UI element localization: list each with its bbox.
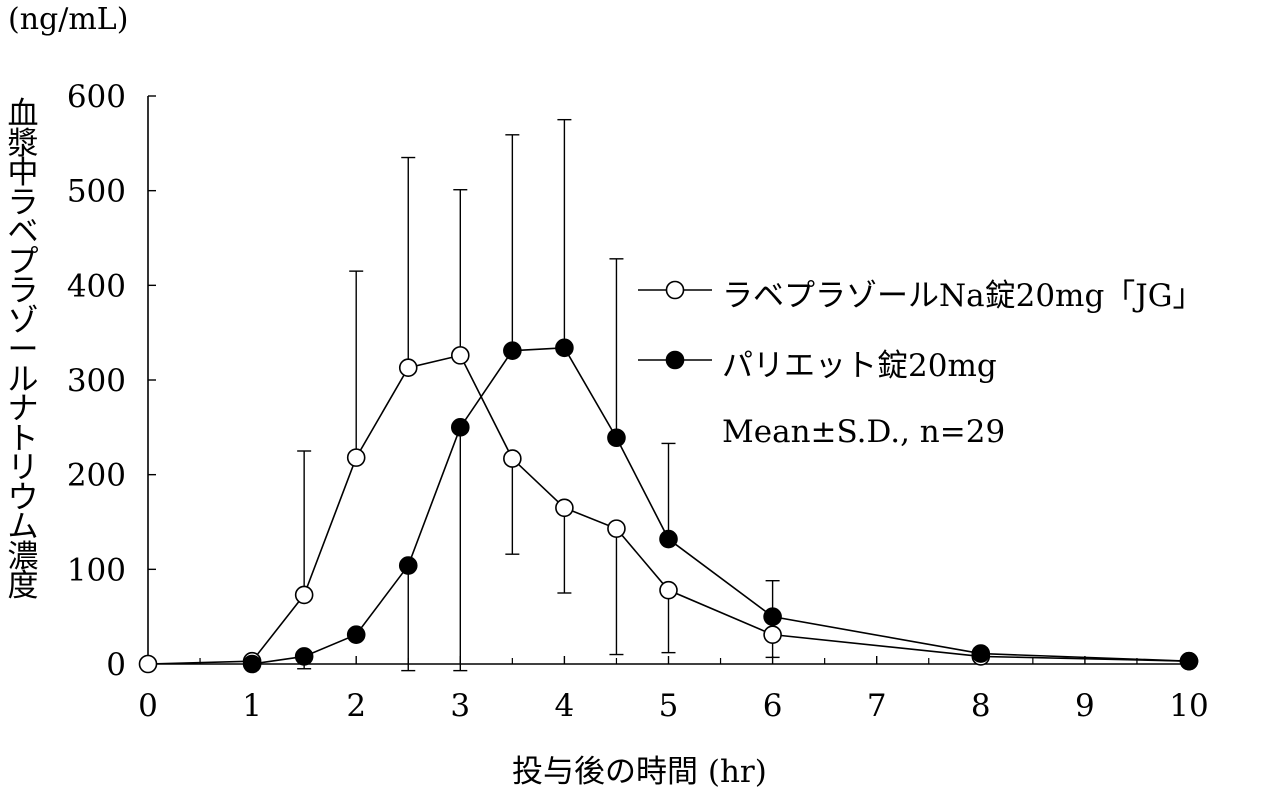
data-point-pariet — [555, 338, 574, 358]
data-point-pariet — [659, 529, 678, 549]
statistics-note: Mean±S.D., n=29 — [722, 414, 1006, 450]
y-tick-label: 400 — [67, 268, 126, 304]
y-axis-label: 血漿中ラベプラゾールナトリウム濃度 — [7, 96, 39, 604]
x-tick-label: 0 — [138, 688, 158, 724]
y-tick-label: 100 — [67, 552, 126, 588]
data-point-pariet — [607, 428, 626, 448]
y-unit-label: (ng/mL) — [8, 2, 129, 37]
x-tick-label: 8 — [971, 688, 991, 724]
data-point-pariet — [1179, 651, 1199, 671]
x-tick-label: 4 — [555, 688, 575, 724]
data-point-generic — [555, 498, 574, 518]
data-point-generic — [294, 585, 314, 605]
legend-label-pariet: パリエット錠20mg — [722, 348, 997, 384]
x-tick-label: 5 — [659, 688, 679, 724]
x-axis-label: 投与後の時間 (hr) — [512, 754, 767, 790]
data-point-pariet — [242, 654, 262, 674]
x-tick-label: 1 — [242, 688, 262, 724]
y-tick-label: 300 — [67, 363, 126, 399]
error-bars — [297, 118, 988, 672]
data-point-pariet — [398, 556, 418, 575]
y-tick-label: 0 — [106, 647, 126, 683]
data-point-generic — [503, 449, 522, 468]
series-line-pariet — [251, 346, 1190, 665]
data-point-pariet — [763, 607, 782, 626]
data-point-generic — [138, 654, 158, 674]
x-tick-label: 7 — [867, 688, 887, 724]
data-point-pariet — [450, 418, 470, 437]
y-tick-label: 600 — [67, 79, 126, 115]
legend — [638, 280, 712, 370]
data-point-pariet — [503, 341, 522, 360]
legend-marker-filled — [665, 350, 685, 370]
data-point-generic — [450, 346, 470, 365]
x-tick-label: 2 — [346, 688, 366, 724]
legend-marker-open — [665, 280, 685, 300]
x-tick-label: 6 — [763, 688, 783, 724]
series-points — [138, 338, 1199, 674]
x-tick-label: 9 — [1075, 688, 1095, 724]
data-point-pariet — [971, 644, 991, 663]
data-point-generic — [659, 580, 678, 600]
legend-label-generic: ラベプラゾールNa錠20mg「JG」 — [722, 278, 1204, 314]
data-point-generic — [763, 625, 782, 644]
data-point-pariet — [346, 625, 366, 644]
data-point-pariet — [294, 647, 314, 666]
x-tick-label: 10 — [1169, 688, 1208, 724]
data-point-generic — [398, 358, 418, 377]
y-tick-label: 200 — [67, 458, 126, 494]
data-point-generic — [607, 519, 626, 538]
x-tick-label: 3 — [450, 688, 470, 724]
data-point-generic — [346, 448, 366, 467]
y-tick-label: 500 — [67, 174, 126, 210]
